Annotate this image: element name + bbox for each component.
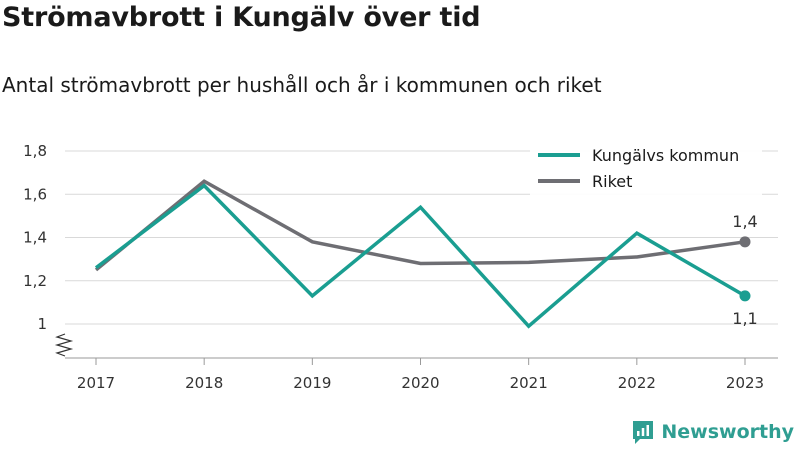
legend-background — [530, 143, 762, 199]
y-tick-label: 1,4 — [23, 229, 47, 247]
legend: Kungälvs kommun Riket — [530, 143, 762, 199]
x-tick-label: 2023 — [726, 374, 764, 392]
y-tick-label: 1,6 — [23, 185, 47, 203]
brand-logo: Newsworthy — [631, 419, 794, 445]
series-line-1 — [94, 179, 746, 272]
newsworthy-logo-icon — [633, 421, 654, 444]
chart-subtitle: Antal strömavbrott per hushåll och år i … — [2, 73, 602, 97]
y-tick-label: 1 — [37, 315, 47, 333]
end-label-1: 1,4 — [732, 212, 757, 231]
series-lines — [94, 179, 751, 329]
x-tick-label: 2022 — [618, 374, 656, 392]
legend-label-1: Riket — [592, 172, 632, 191]
x-tick-label: 2021 — [510, 374, 548, 392]
x-tick-label: 2018 — [185, 374, 223, 392]
brand-name: Newsworthy — [661, 421, 794, 443]
y-tick-label: 1,8 — [23, 142, 47, 160]
end-labels: 1,1 1,4 — [732, 212, 757, 328]
x-tick-label: 2017 — [77, 374, 115, 392]
chart-title: Strömavbrott i Kungälv över tid — [2, 2, 481, 33]
end-point-0 — [739, 290, 751, 302]
end-point-1 — [739, 236, 751, 248]
legend-label-0: Kungälvs kommun — [592, 146, 739, 165]
end-label-0: 1,1 — [732, 309, 757, 328]
x-tick-label: 2019 — [293, 374, 331, 392]
x-tick-label: 2020 — [401, 374, 439, 392]
axis-break-icon — [54, 333, 74, 357]
series-line-0 — [94, 183, 746, 329]
y-tick-label: 1,2 — [23, 272, 47, 290]
axes: 1 1,2 1,4 1,6 1,8 2017 2018 2019 2020 2021 2022 202… — [23, 142, 778, 392]
